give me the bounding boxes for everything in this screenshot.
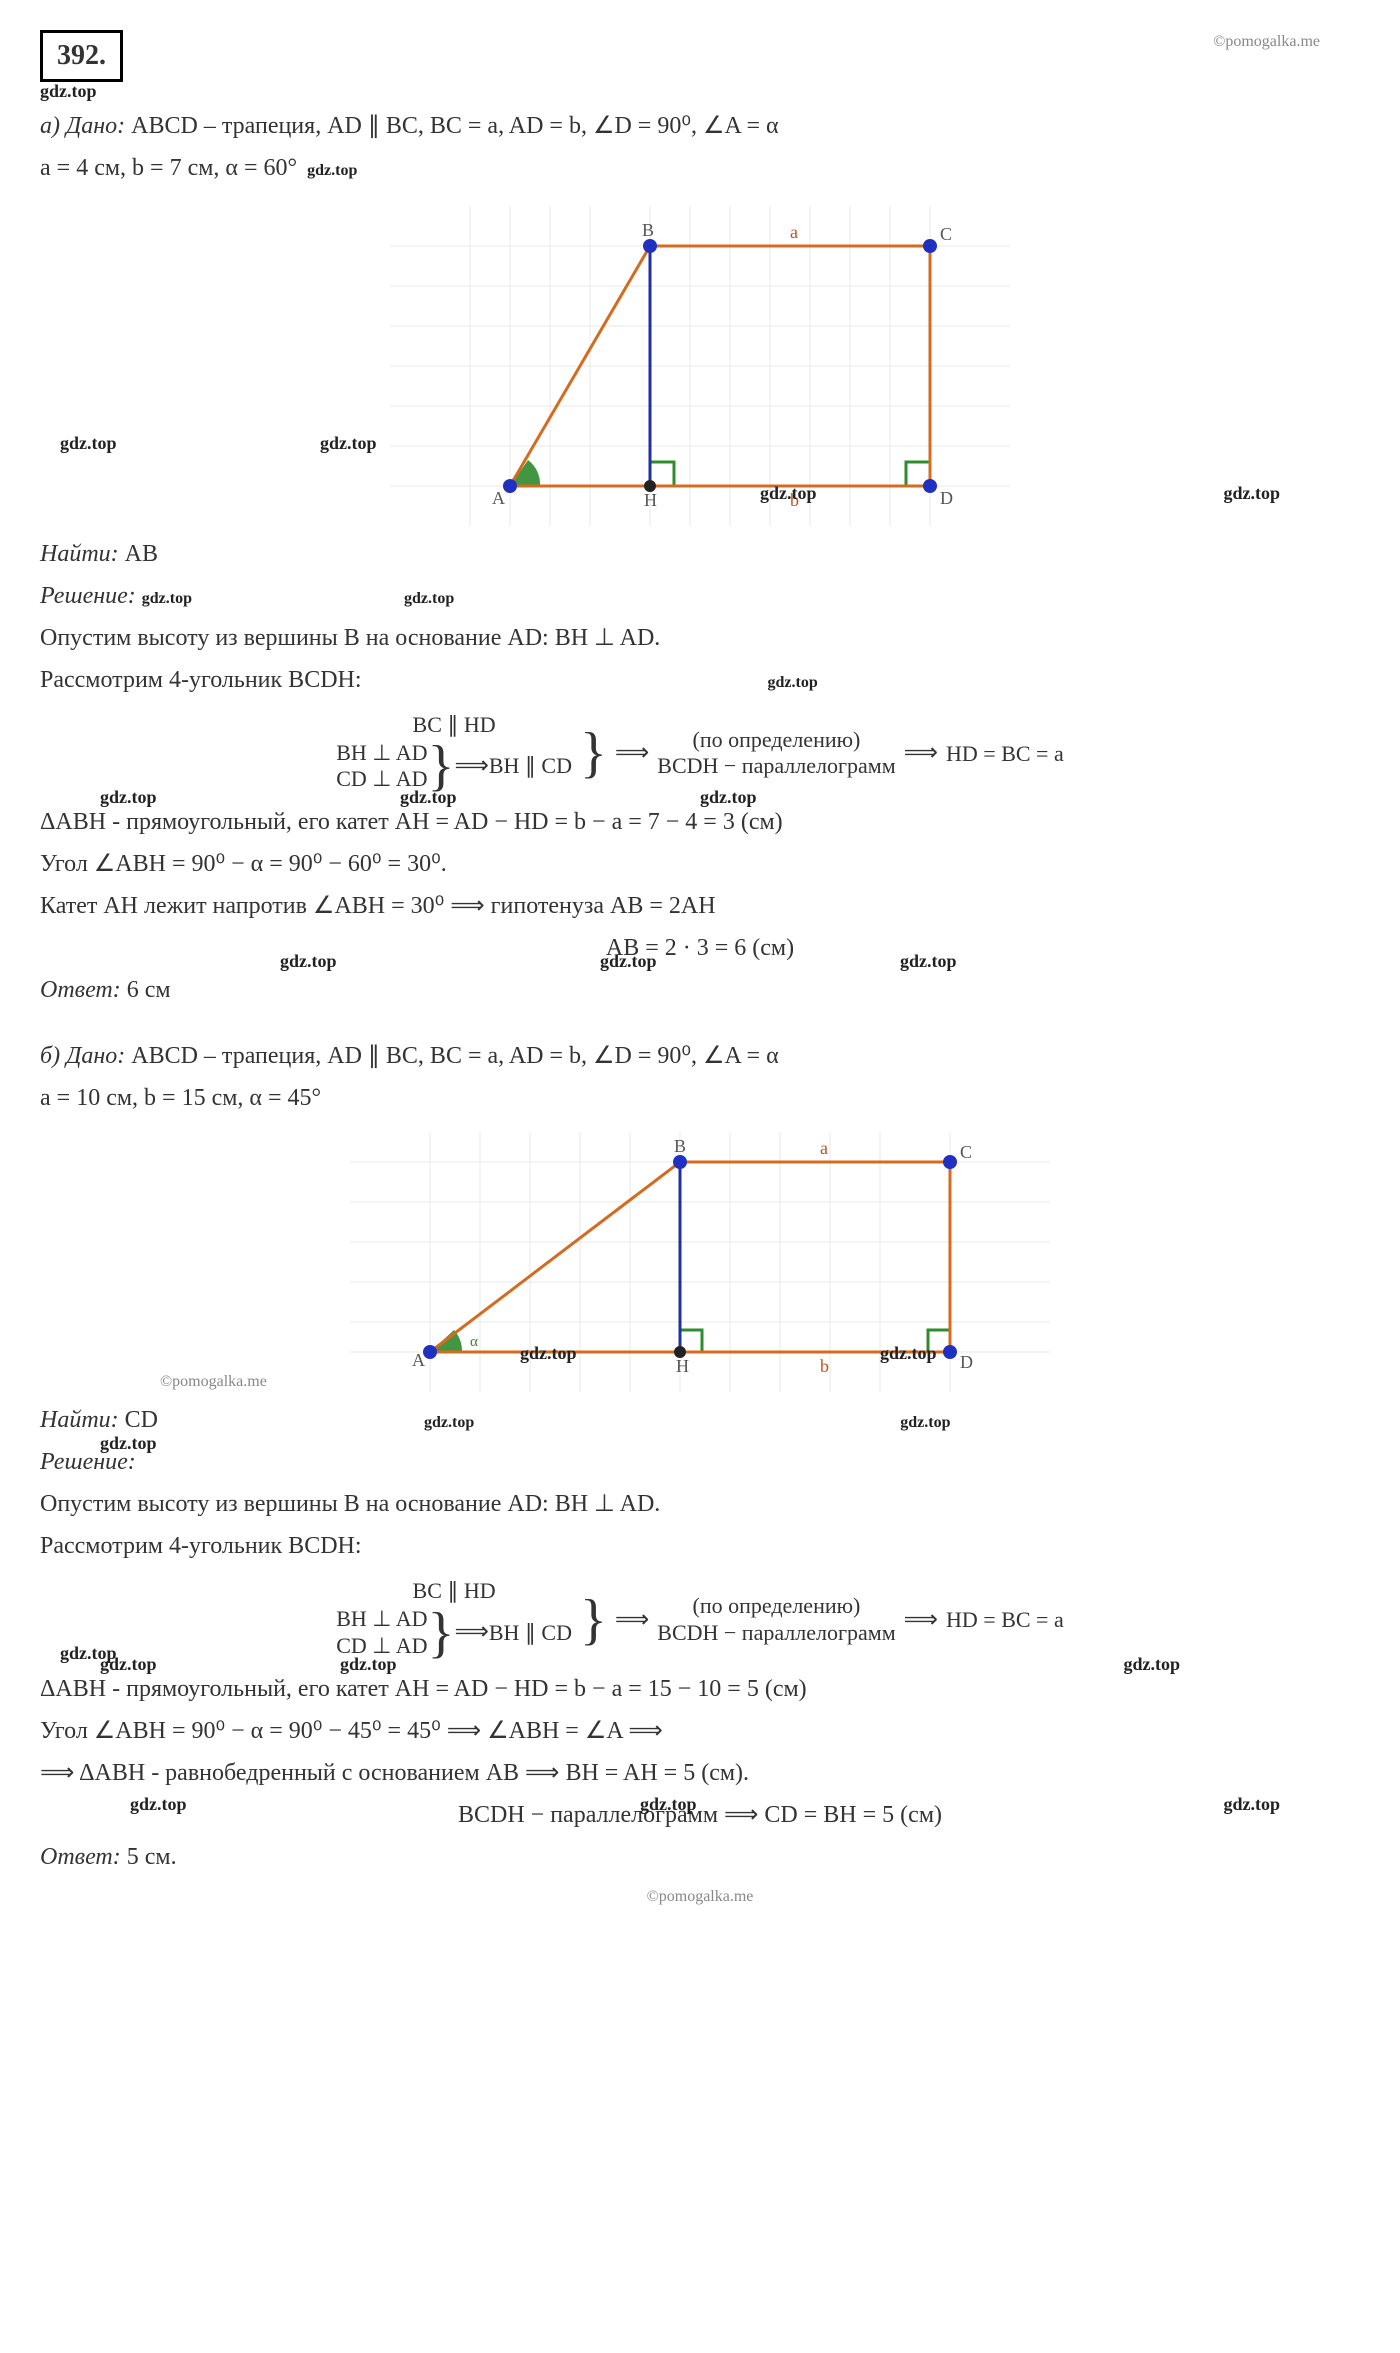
- watermark-gdz: gdz.top: [100, 1651, 157, 1678]
- diagram-a: A B C D H a b α: [390, 206, 1010, 526]
- watermark-gdz: gdz.top: [760, 480, 817, 507]
- part-a-step4: Угол ∠ABH = 90⁰ − α = 90⁰ − 60⁰ = 30⁰.: [40, 846, 1360, 882]
- watermark-pomogalka-bottom: ©pomogalka.me: [647, 1888, 754, 1905]
- part-a-step2: Рассмотрим 4-угольник BCDH: gdz.top: [40, 662, 1360, 698]
- diagram-b: A B C D H a b α: [350, 1132, 1050, 1392]
- part-b-solution-label: Решение:: [40, 1444, 1360, 1480]
- watermark-pomogalka: ©pomogalka.me: [160, 1370, 267, 1394]
- part-a-step5: Катет AH лежит напротив ∠ABH = 30⁰ ⟹ гип…: [40, 888, 1360, 924]
- svg-text:C: C: [940, 224, 952, 244]
- part-a-values: a = 4 см, b = 7 см, α = 60° gdz.top: [40, 150, 1360, 186]
- watermark-pomogalka: ©pomogalka.me: [1213, 30, 1320, 54]
- watermark-gdz: gdz.top: [130, 1791, 187, 1818]
- svg-text:B: B: [642, 220, 654, 240]
- part-b-derivation: BC ∥ HD BH ⊥ AD CD ⊥ AD } ⟹ BH ∥ CD } ⟹ …: [100, 1574, 1300, 1660]
- trapezoid-svg-b: A B C D H a b α: [350, 1132, 1050, 1392]
- svg-text:α: α: [470, 1334, 478, 1350]
- problem-number: 392.: [40, 30, 123, 82]
- watermark-gdz: gdz.top: [100, 784, 157, 811]
- svg-text:H: H: [676, 1356, 689, 1376]
- part-b-find: Найти: CD gdz.top gdz.top: [40, 1402, 1360, 1438]
- part-b-step2: Рассмотрим 4-угольник BCDH:: [40, 1528, 1360, 1564]
- part-a-step6: AB = 2 · 3 = 6 (см): [40, 930, 1360, 966]
- watermark-gdz: gdz.top: [640, 1791, 697, 1818]
- part-a-given: а) Дано: ABCD – трапеция, AD ∥ BC, BC = …: [40, 108, 1360, 144]
- part-b-step6: BCDH − параллелограмм ⟹ CD = BH = 5 (см): [40, 1797, 1360, 1833]
- watermark-gdz: gdz.top: [100, 1430, 157, 1457]
- svg-text:a: a: [820, 1138, 828, 1158]
- svg-text:B: B: [674, 1136, 686, 1156]
- watermark-gdz: gdz.top: [340, 1651, 397, 1678]
- watermark-gdz: gdz.top: [60, 430, 117, 457]
- svg-text:α: α: [546, 465, 555, 482]
- watermark-gdz: gdz.top: [1223, 1791, 1280, 1818]
- svg-text:D: D: [960, 1352, 973, 1372]
- svg-text:A: A: [412, 1350, 425, 1370]
- watermark-gdz: gdz.top: [280, 948, 337, 975]
- svg-text:C: C: [960, 1142, 972, 1162]
- watermark-gdz: gdz.top: [1123, 1651, 1180, 1678]
- watermark-gdz: gdz.top: [880, 1340, 937, 1367]
- watermark-gdz: gdz.top: [40, 78, 97, 105]
- part-a-derivation: BC ∥ HD BH ⊥ AD CD ⊥ AD } ⟹ BH ∥ CD } ⟹ …: [100, 708, 1300, 794]
- part-a-answer: Ответ: 6 см: [40, 972, 1360, 1008]
- watermark-gdz: gdz.top: [700, 784, 757, 811]
- part-a-step1: Опустим высоту из вершины B на основание…: [40, 620, 1360, 656]
- svg-text:a: a: [790, 222, 798, 242]
- watermark-gdz: gdz.top: [900, 948, 957, 975]
- part-b-step1: Опустим высоту из вершины B на основание…: [40, 1486, 1360, 1522]
- part-b-step5: ⟹ ΔABH - равнобедренный с основанием AB …: [40, 1755, 1360, 1791]
- trapezoid-svg-a: A B C D H a b α: [390, 206, 1010, 526]
- watermark-gdz: gdz.top: [400, 784, 457, 811]
- part-a-solution-label: Решение: gdz.top gdz.top: [40, 578, 1360, 614]
- watermark-gdz: gdz.top: [1223, 480, 1280, 507]
- svg-text:D: D: [940, 488, 953, 508]
- svg-text:b: b: [820, 1356, 829, 1376]
- part-a-find: Найти: AB: [40, 536, 1360, 572]
- svg-text:A: A: [492, 488, 505, 508]
- watermark-gdz: gdz.top: [320, 430, 377, 457]
- watermark-gdz: gdz.top: [600, 948, 657, 975]
- svg-text:H: H: [644, 490, 657, 510]
- part-b-answer: Ответ: 5 см.: [40, 1839, 1360, 1875]
- watermark-gdz: gdz.top: [520, 1340, 577, 1367]
- part-b-given: б) Дано: ABCD – трапеция, AD ∥ BC, BC = …: [40, 1038, 1360, 1074]
- part-b-values: a = 10 см, b = 15 см, α = 45°: [40, 1080, 1360, 1116]
- part-b-step4: Угол ∠ABH = 90⁰ − α = 90⁰ − 45⁰ = 45⁰ ⟹ …: [40, 1713, 1360, 1749]
